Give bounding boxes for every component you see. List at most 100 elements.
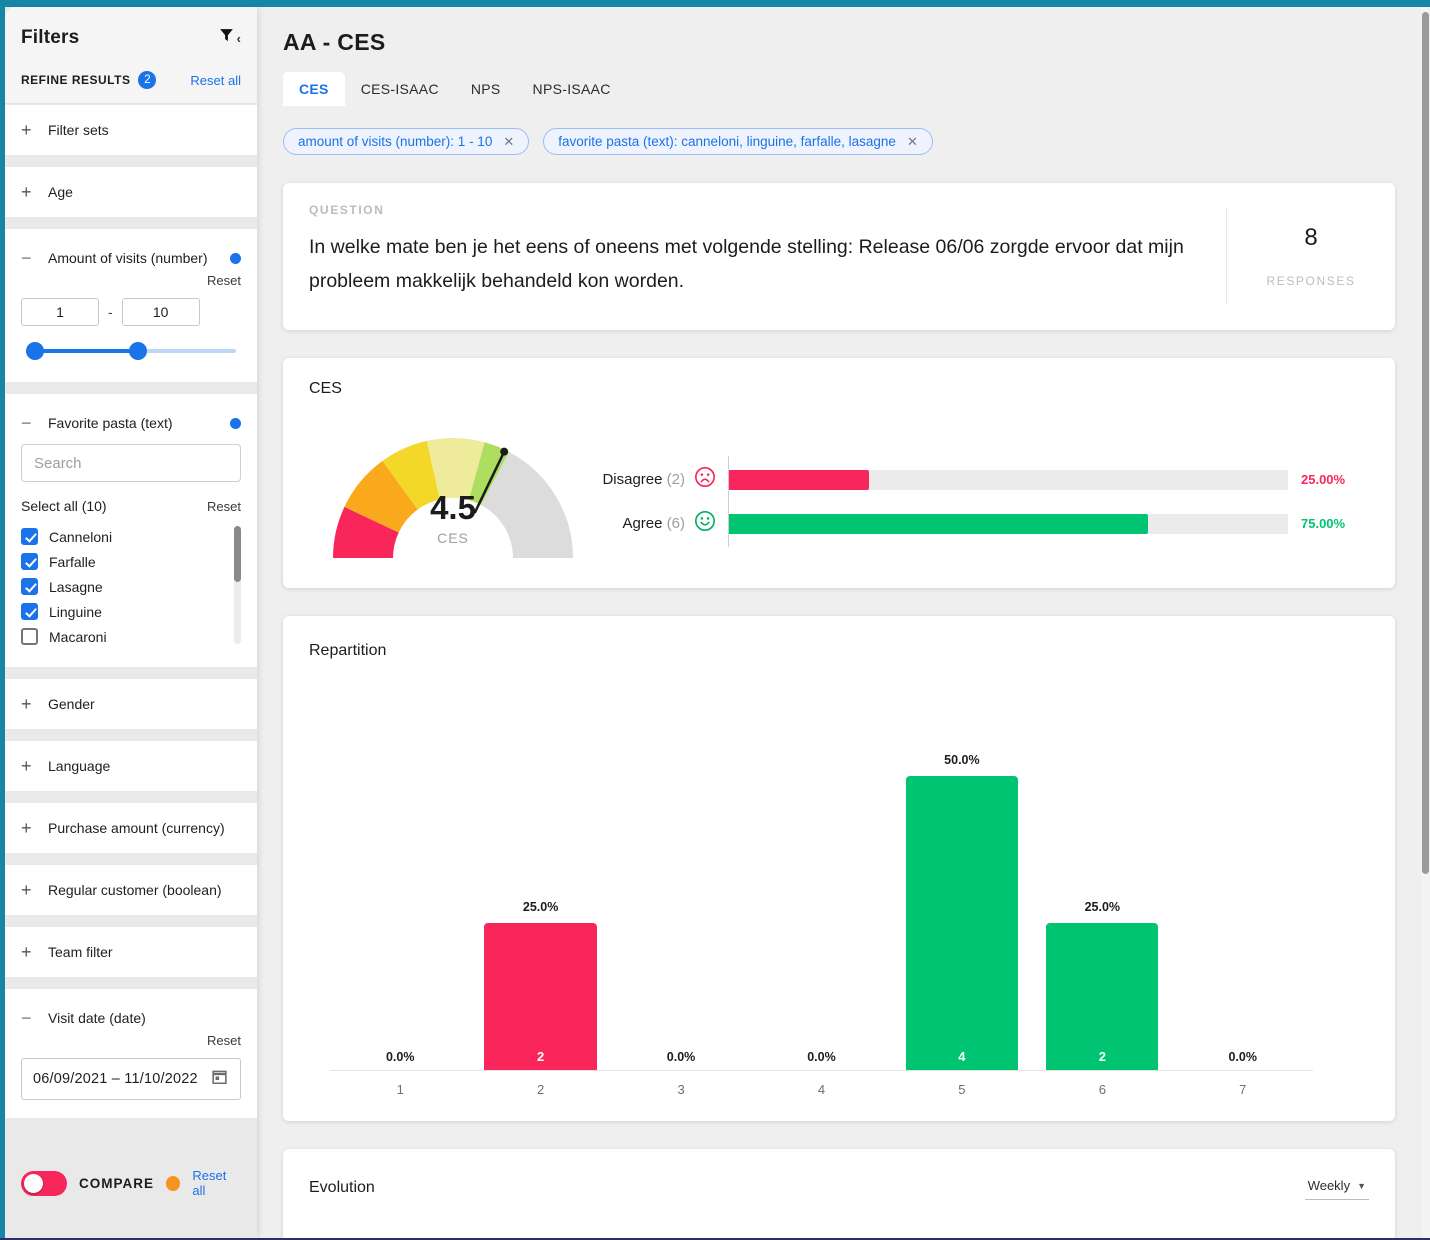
chip-close-icon[interactable]: ✕ — [906, 133, 918, 149]
bar[interactable]: 4 — [905, 776, 1019, 1070]
pasta-option-label: Linguine — [49, 603, 102, 620]
bar-column-2: 25.0% 2 — [470, 777, 610, 1070]
question-label: QUESTION — [309, 203, 385, 217]
bar-percent-label: 0.0% — [807, 1050, 836, 1064]
bar[interactable]: 2 — [1046, 923, 1159, 1070]
ces-gauge: 4.5 CES — [328, 432, 578, 568]
filter-section-team-filter[interactable]: + Team filter — [5, 927, 257, 977]
checkbox[interactable] — [21, 628, 38, 645]
slider-thumb-min[interactable] — [26, 342, 44, 360]
section-label: Regular customer (boolean) — [48, 882, 222, 898]
filter-section-filter-sets[interactable]: + Filter sets — [5, 105, 257, 155]
bar-percent-label: 50.0% — [944, 753, 980, 767]
filter-section-regular-customer[interactable]: + Regular customer (boolean) — [5, 865, 257, 915]
filter-section-visit-date: − Visit date (date) Reset 06/09/2021 – 1… — [5, 989, 257, 1118]
bar[interactable]: 2 — [484, 923, 597, 1070]
checkbox[interactable] — [21, 603, 38, 620]
tab-ces[interactable]: CES — [283, 72, 345, 106]
checkbox[interactable] — [21, 553, 38, 570]
filter-section-age[interactable]: + Age — [5, 167, 257, 217]
reset-date-link[interactable]: Reset — [207, 1033, 241, 1048]
filter-section-language[interactable]: + Language — [5, 741, 257, 791]
period-value: Weekly — [1307, 1178, 1351, 1193]
pasta-option[interactable]: Lasagne — [21, 574, 225, 599]
filter-section-favorite-pasta: − Favorite pasta (text) Select all (10) … — [5, 394, 257, 667]
slider-thumb-max[interactable] — [129, 342, 147, 360]
select-all-link[interactable]: Select all (10) — [21, 498, 107, 514]
chip-close-icon[interactable]: ✕ — [503, 133, 515, 149]
expand-icon: + — [21, 694, 32, 714]
filter-chip: amount of visits (number): 1 - 10 ✕ — [283, 128, 530, 155]
bar-count-label: 2 — [1098, 1049, 1106, 1064]
filter-section-gender[interactable]: + Gender — [5, 679, 257, 729]
disagree-bar-fill — [729, 469, 869, 490]
active-filters-badge: 2 — [138, 71, 157, 89]
bars-area: 0.0% 25.0% 2 0.0% 0.0% 50.0% 4 25.0% 2 0.0% — [330, 753, 1313, 1071]
x-tick-label: 4 — [817, 1082, 826, 1097]
pasta-option[interactable]: Linguine — [21, 599, 225, 624]
tab-nps-isaac[interactable]: NPS-ISAAC — [532, 81, 611, 97]
period-dropdown[interactable]: Weekly ▼ — [1304, 1175, 1369, 1200]
reset-all-link[interactable]: Reset all — [190, 72, 241, 88]
section-header-amount-of-visits[interactable]: − Amount of visits (number) — [21, 249, 241, 267]
bar-column-3: 0.0% — [611, 777, 751, 1070]
disagree-bar — [729, 469, 1288, 490]
bar-percent-label: 0.0% — [385, 1050, 415, 1064]
checkbox[interactable] — [21, 578, 38, 595]
pasta-option[interactable]: Farfalle — [21, 549, 225, 574]
filter-section-purchase-amount[interactable]: + Purchase amount (currency) — [5, 803, 257, 853]
tab-nps[interactable]: NPS — [470, 81, 501, 97]
range-dash: - — [108, 304, 113, 320]
scrollbar-thumb[interactable] — [1422, 12, 1429, 874]
section-label: Age — [48, 184, 73, 200]
section-header-favorite-pasta[interactable]: − Favorite pasta (text) — [21, 414, 241, 432]
section-label: Amount of visits (number) — [48, 250, 208, 266]
pasta-option[interactable]: Macaroni — [21, 624, 225, 649]
compare-label: COMPARE — [79, 1175, 155, 1191]
pasta-option[interactable]: Canneloni — [21, 524, 225, 549]
collapse-icon: − — [21, 1008, 32, 1028]
refine-results-label: REFINE RESULTS — [21, 73, 131, 87]
window-scrollbar[interactable] — [1421, 7, 1430, 1238]
slider-fill — [34, 349, 138, 353]
window-bottom-border — [0, 1238, 1430, 1240]
section-label: Language — [48, 758, 111, 774]
collapse-icon: − — [21, 248, 32, 268]
bar-column-1: 0.0% — [330, 777, 470, 1070]
toggle-knob — [24, 1173, 43, 1193]
pasta-search-input[interactable] — [21, 444, 241, 482]
reset-pasta-link[interactable]: Reset — [207, 498, 241, 514]
x-tick-label: 5 — [958, 1082, 966, 1097]
responses-label: RESPONSES — [1266, 273, 1356, 288]
checkbox[interactable] — [21, 528, 38, 545]
collapse-filters-button[interactable]: ‹ — [218, 27, 241, 49]
pasta-list-scrollbar[interactable] — [234, 526, 241, 644]
happy-face-icon — [694, 510, 716, 537]
x-tick-label: 3 — [677, 1082, 685, 1097]
bar-column-7: 0.0% — [1173, 777, 1313, 1070]
reset-visits-link[interactable]: Reset — [207, 273, 241, 288]
visits-min-input[interactable] — [21, 298, 99, 326]
bar-count-label: 2 — [537, 1049, 545, 1064]
repartition-card: Repartition 0.0% 25.0% 2 0.0% 0.0% 50.0% 4 25.0… — [283, 616, 1395, 1121]
tab-ces-isaac[interactable]: CES-ISAAC — [360, 81, 439, 97]
compare-toggle[interactable] — [21, 1170, 67, 1196]
pasta-option-label: Farfalle — [49, 553, 96, 570]
legend-label-disagree: Disagree (2) — [602, 471, 685, 488]
bar-percent-label: 25.0% — [522, 900, 559, 914]
expand-icon: + — [21, 942, 32, 962]
bar-percent-label: 25.0% — [1084, 900, 1121, 914]
gauge-value: 4.5 — [430, 489, 476, 526]
sidebar-footer: COMPARE Reset all — [5, 1134, 257, 1238]
visit-date-range-input[interactable]: 06/09/2021 – 11/10/2022 — [21, 1058, 241, 1100]
question-text: In welke mate ben je het eens of oneens … — [309, 236, 1184, 292]
chevron-left-icon: ‹ — [236, 30, 241, 46]
chip-label: favorite pasta (text): canneloni, lingui… — [558, 134, 896, 149]
visits-max-input[interactable] — [121, 298, 200, 326]
section-label: Purchase amount (currency) — [48, 820, 225, 836]
x-tick-label: 6 — [1098, 1082, 1106, 1097]
chevron-down-icon: ▼ — [1357, 1180, 1366, 1191]
filters-sidebar: Filters ‹ REFINE RESULTS 2 Reset all — [5, 7, 257, 1238]
section-header-visit-date[interactable]: − Visit date (date) — [21, 1009, 241, 1027]
compare-reset-all-link[interactable]: Reset all — [192, 1168, 227, 1198]
